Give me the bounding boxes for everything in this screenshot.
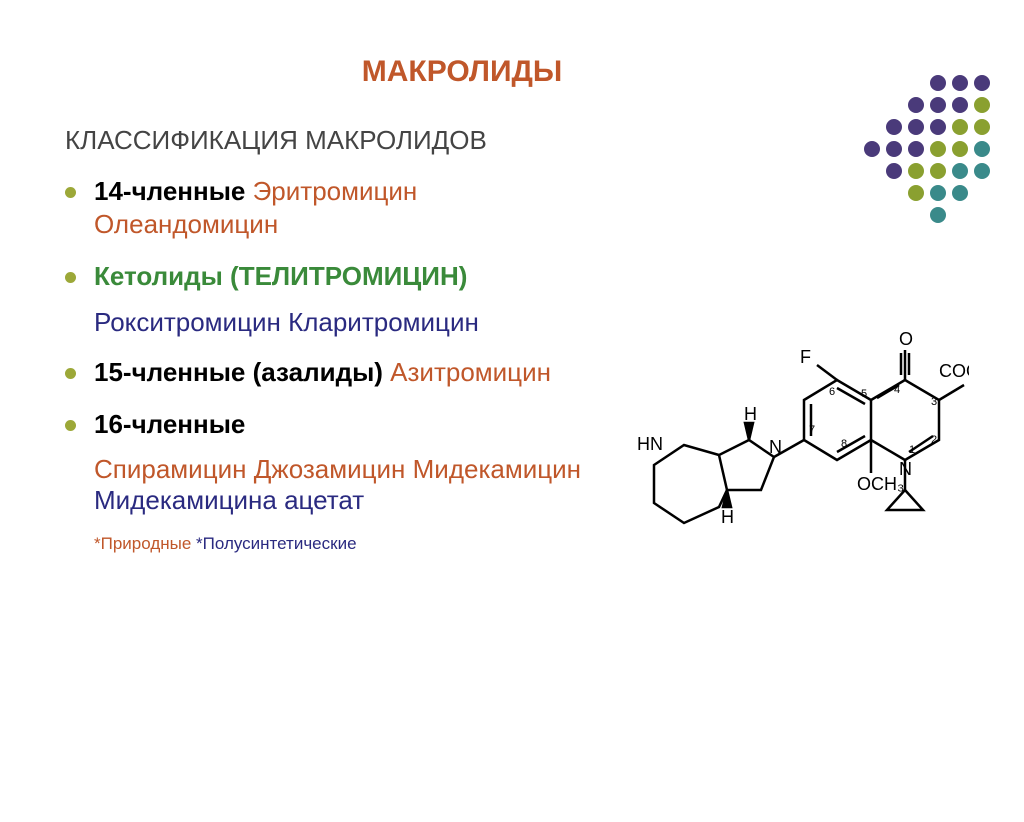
decorative-dot [864,141,880,157]
svg-text:5: 5 [861,388,867,400]
decorative-dot [842,97,858,113]
decorative-dot [908,119,924,135]
svg-text:3: 3 [931,396,937,408]
decorative-dot [842,207,858,223]
list-item-sub: Спирамицин Джозамицин МидекамицинМидекам… [94,454,605,516]
label-H1: H [744,404,757,424]
decorative-dot [908,141,924,157]
decorative-dot [974,207,990,223]
svg-text:2: 2 [931,434,937,446]
label-N2: N [899,459,912,479]
decorative-dot [952,119,968,135]
decorative-dot [952,141,968,157]
decorative-dot [886,75,902,91]
decorative-dot [864,185,880,201]
label-O: O [899,329,913,349]
decorative-dot [886,185,902,201]
list-item: 16-членные [65,408,605,442]
decorative-dot [908,185,924,201]
chemical-structure: O COOH F HN H H OCH₃ N N 1 2 3 4 5 6 7 8 [579,325,969,595]
footnote: *Природные *Полусинтетические [94,534,605,554]
decorative-dot [886,119,902,135]
list-item-sub: Рокситромицин Кларитромицин [94,307,605,338]
decorative-dot [930,97,946,113]
svg-text:4: 4 [894,384,900,396]
decorative-dot [842,185,858,201]
label-F: F [800,347,811,367]
decorative-dot [974,163,990,179]
decorative-dot [930,119,946,135]
list-item-text: Кетолиды (ТЕЛИТРОМИЦИН) [94,260,605,294]
decorative-dot [908,163,924,179]
decorative-dot [908,97,924,113]
decorative-dot [886,207,902,223]
decorative-dot [952,185,968,201]
decorative-dot [886,163,902,179]
content-area: КЛАССИФИКАЦИЯ МАКРОЛИДОВ 14-членные Эрит… [65,124,605,554]
decorative-dot [842,119,858,135]
decorative-dot [842,75,858,91]
decorative-dot [930,185,946,201]
list-item: 14-членные Эритромицин Олеандомицин [65,175,605,243]
decorative-dot [864,75,880,91]
svg-text:8: 8 [841,438,847,450]
list-item: Кетолиды (ТЕЛИТРОМИЦИН) [65,260,605,294]
list-item-text: 14-членные Эритромицин Олеандомицин [94,175,605,243]
decorative-dot [908,207,924,223]
decorative-dot [974,141,990,157]
decorative-dot [930,207,946,223]
bullet-icon [65,272,76,283]
svg-text:7: 7 [809,424,815,436]
list-item: 15-членные (азалиды) Азитромицин [65,356,605,390]
decorative-dot [886,97,902,113]
decorative-dot [952,97,968,113]
label-N1: N [769,437,782,457]
bullet-icon [65,420,76,431]
decorative-dot [864,119,880,135]
svg-text:1: 1 [909,444,915,456]
decorative-dot [864,163,880,179]
decorative-dot [974,75,990,91]
decorative-dot [864,97,880,113]
svg-text:6: 6 [829,386,835,398]
decorative-dot [908,75,924,91]
decorative-dot [886,141,902,157]
decorative-dot [974,185,990,201]
list-item-text: 16-членные [94,408,605,442]
label-H2: H [721,507,734,527]
classification-heading: КЛАССИФИКАЦИЯ МАКРОЛИДОВ [65,124,605,157]
bullet-icon [65,368,76,379]
decorative-dot-pattern [842,75,994,227]
decorative-dot [842,141,858,157]
decorative-dot [930,163,946,179]
label-HN: HN [637,434,663,454]
label-OCH3: OCH₃ [857,474,904,494]
decorative-dot [952,75,968,91]
decorative-dot [864,207,880,223]
decorative-dot [930,141,946,157]
decorative-dot [974,97,990,113]
label-COOH: COOH [939,361,969,381]
decorative-dot [952,163,968,179]
decorative-dot [952,207,968,223]
decorative-dot [842,163,858,179]
decorative-dot [974,119,990,135]
list-item-text: 15-членные (азалиды) Азитромицин [94,356,605,390]
bullet-icon [65,187,76,198]
decorative-dot [930,75,946,91]
